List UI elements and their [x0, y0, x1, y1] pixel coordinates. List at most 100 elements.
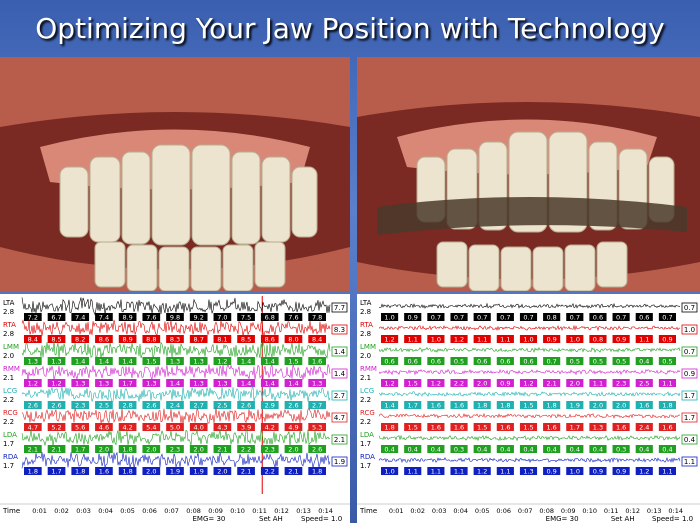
value-label: 1.1	[500, 468, 510, 476]
end-value: 4.7	[334, 414, 345, 422]
value-box	[404, 335, 422, 343]
value-label: 1.1	[454, 468, 464, 476]
value-label: 4.2	[122, 424, 132, 432]
value-label: 1.2	[431, 380, 441, 388]
value-label: 4.2	[265, 424, 275, 432]
value-box	[658, 379, 676, 387]
value-box	[404, 379, 422, 387]
value-label: 8.5	[51, 336, 61, 344]
emg-trace	[21, 429, 331, 447]
value-label: 8.4	[28, 336, 38, 344]
value-label: 0.7	[431, 314, 441, 322]
value-label: 0.7	[662, 314, 672, 322]
value-box	[543, 401, 561, 409]
value-box	[24, 335, 42, 343]
value-box	[308, 423, 326, 431]
end-value-box	[331, 456, 348, 467]
value-box	[658, 357, 676, 365]
end-value-box	[331, 302, 348, 313]
value-box	[47, 401, 66, 409]
value-box	[635, 379, 653, 387]
value-label: 1.3	[523, 468, 533, 476]
value-box	[95, 467, 113, 475]
value-label: 1.3	[75, 380, 85, 388]
value-box	[213, 423, 232, 431]
value-box	[566, 357, 584, 365]
value-label: 2.2	[241, 446, 251, 454]
value-label: 8.6	[265, 336, 275, 344]
value-label: 1.2	[523, 380, 533, 388]
time-tick: 0:10	[582, 507, 597, 515]
value-label: 2.0	[194, 446, 204, 454]
value-label: 0.4	[500, 446, 510, 454]
value-box	[566, 379, 584, 387]
value-label: 2.2	[454, 380, 464, 388]
value-label: 1.5	[408, 380, 418, 388]
value-label: 8.7	[194, 336, 204, 344]
value-label: 1.6	[662, 424, 672, 432]
time-tick: 0:05	[120, 507, 135, 515]
value-box	[519, 335, 538, 343]
value-box	[589, 313, 607, 321]
value-box	[404, 467, 422, 475]
value-label: 1.6	[500, 424, 510, 432]
time-tick: 0:12	[625, 507, 640, 515]
value-box	[496, 467, 514, 475]
value-label: 0.7	[523, 314, 533, 322]
value-box	[95, 445, 113, 453]
value-label: 0.4	[477, 446, 487, 454]
value-box	[566, 401, 584, 409]
footer-text: Set AH	[611, 515, 635, 523]
value-box	[450, 335, 468, 343]
value-label: 2.0	[146, 468, 156, 476]
value-label: 1.8	[122, 446, 132, 454]
value-box	[260, 423, 279, 431]
value-label: 0.4	[384, 446, 394, 454]
time-tick: 0:09	[561, 507, 576, 515]
value-box	[658, 467, 676, 475]
channel-scale: 1.7	[3, 440, 14, 448]
value-box	[612, 357, 630, 365]
channel-scale: 2.0	[360, 352, 371, 360]
value-box	[213, 445, 232, 453]
value-label: 0.5	[662, 358, 672, 366]
time-tick: 0:10	[230, 507, 245, 515]
value-label: 2.6	[312, 446, 322, 454]
end-value: 1.4	[334, 370, 346, 378]
channel-name: RTA	[3, 321, 16, 329]
footer-text: Speed= 1.0	[652, 515, 693, 523]
value-label: 7.2	[28, 314, 38, 322]
value-label: 1.4	[75, 358, 85, 366]
value-box	[284, 335, 303, 343]
value-label: 2.7	[194, 402, 204, 410]
channel-name: LMM	[3, 343, 19, 351]
value-box	[142, 379, 161, 387]
emg-panel-before: LTA 2.8 7.2 6.7 7.4 7.4 8.9 7.6 9.8 9.2 7.0 7.5 6.8 7…	[0, 294, 350, 523]
value-label: 4.3	[217, 424, 227, 432]
value-label: 4.7	[28, 424, 38, 432]
value-box	[24, 357, 42, 365]
value-box	[142, 313, 161, 321]
value-label: 2.0	[616, 402, 626, 410]
value-box	[260, 445, 279, 453]
value-box	[237, 467, 255, 475]
value-box	[473, 379, 491, 387]
value-box	[189, 313, 208, 321]
value-box	[166, 357, 184, 365]
value-box	[635, 357, 653, 365]
end-value-box	[331, 368, 348, 379]
end-value-box	[681, 412, 698, 423]
value-label: 2.3	[265, 446, 275, 454]
value-label: 0.7	[570, 314, 580, 322]
time-tick: 0:14	[318, 507, 333, 515]
value-label: 1.1	[639, 336, 649, 344]
value-box	[308, 445, 326, 453]
value-box	[381, 467, 399, 475]
value-box	[166, 313, 184, 321]
value-box	[71, 379, 90, 387]
value-label: 6.7	[51, 314, 61, 322]
value-box	[166, 423, 184, 431]
value-label: 8.2	[75, 336, 85, 344]
value-label: 0.6	[639, 314, 649, 322]
value-box	[95, 313, 113, 321]
